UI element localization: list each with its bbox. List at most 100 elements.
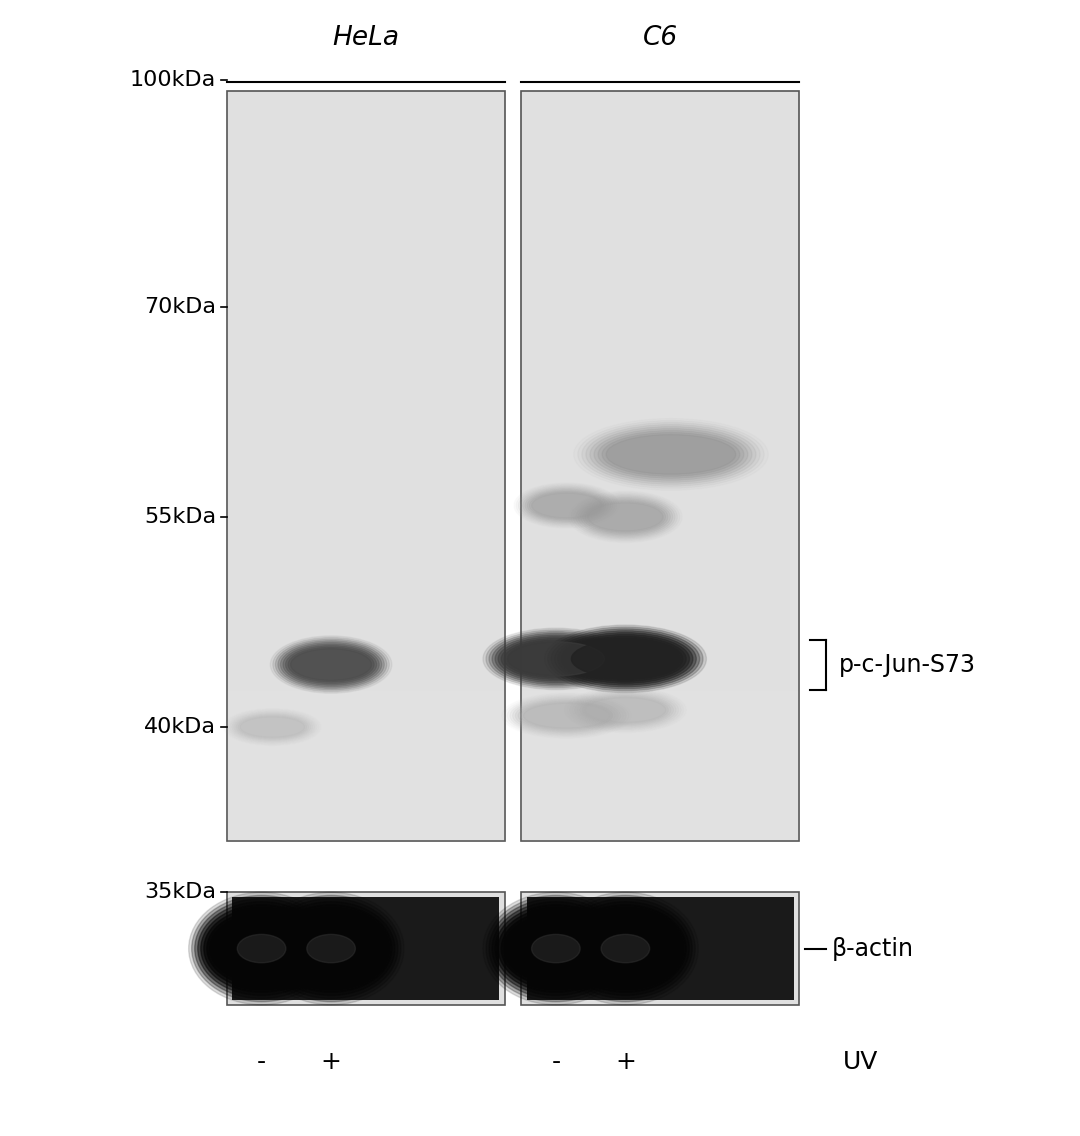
Text: UV: UV — [842, 1050, 878, 1075]
Ellipse shape — [207, 911, 316, 986]
Ellipse shape — [521, 702, 612, 729]
Bar — [227, 616, 504, 653]
Ellipse shape — [291, 649, 372, 680]
Bar — [227, 391, 504, 428]
Ellipse shape — [515, 700, 618, 732]
Ellipse shape — [204, 908, 320, 989]
Ellipse shape — [265, 899, 397, 999]
Ellipse shape — [486, 895, 625, 1002]
Ellipse shape — [192, 895, 332, 1002]
Ellipse shape — [529, 492, 604, 519]
Bar — [522, 466, 799, 503]
Bar — [227, 653, 504, 691]
Bar — [522, 353, 799, 391]
Ellipse shape — [495, 635, 617, 683]
Ellipse shape — [576, 495, 675, 538]
Ellipse shape — [498, 637, 613, 682]
Ellipse shape — [198, 902, 325, 995]
Bar — [522, 128, 799, 166]
Bar — [227, 728, 504, 766]
Ellipse shape — [577, 918, 674, 979]
Ellipse shape — [521, 486, 612, 525]
Text: -: - — [257, 1050, 266, 1075]
Ellipse shape — [551, 629, 700, 688]
Ellipse shape — [261, 895, 401, 1002]
Ellipse shape — [504, 641, 607, 677]
Text: 40kDa: 40kDa — [144, 717, 216, 737]
Ellipse shape — [525, 490, 608, 521]
Text: HeLa: HeLa — [333, 25, 400, 51]
Ellipse shape — [495, 904, 617, 993]
Bar — [522, 203, 799, 241]
Ellipse shape — [238, 934, 286, 963]
Bar — [522, 766, 799, 803]
Bar — [227, 91, 504, 128]
Bar — [522, 391, 799, 428]
Ellipse shape — [565, 904, 686, 993]
Ellipse shape — [270, 904, 392, 993]
Bar — [522, 616, 799, 653]
Text: +: + — [615, 1050, 636, 1075]
Ellipse shape — [492, 634, 620, 684]
Ellipse shape — [258, 893, 404, 1005]
Ellipse shape — [281, 642, 381, 687]
Ellipse shape — [570, 911, 680, 986]
Bar — [522, 91, 799, 841]
Bar — [522, 503, 799, 541]
Bar — [522, 428, 799, 466]
Text: C6: C6 — [643, 25, 678, 51]
Text: 35kDa: 35kDa — [144, 882, 216, 902]
Bar — [227, 466, 504, 503]
Text: -: - — [551, 1050, 561, 1075]
Ellipse shape — [307, 934, 355, 963]
Ellipse shape — [501, 638, 610, 679]
Bar — [527, 897, 794, 1000]
Bar — [227, 766, 504, 803]
Bar — [232, 897, 499, 1000]
Ellipse shape — [518, 701, 616, 730]
Bar — [227, 803, 504, 841]
Ellipse shape — [270, 636, 392, 693]
Bar — [227, 278, 504, 316]
Ellipse shape — [578, 420, 764, 488]
Ellipse shape — [524, 703, 610, 728]
Bar — [227, 428, 504, 466]
Ellipse shape — [194, 899, 328, 999]
Ellipse shape — [544, 625, 706, 693]
Ellipse shape — [606, 435, 735, 475]
Ellipse shape — [201, 904, 322, 993]
Bar — [227, 128, 504, 166]
Bar — [227, 691, 504, 728]
Ellipse shape — [570, 690, 681, 730]
Bar — [227, 892, 504, 1005]
Bar — [522, 578, 799, 616]
Ellipse shape — [602, 433, 740, 476]
Ellipse shape — [498, 908, 613, 989]
Ellipse shape — [590, 427, 752, 483]
Ellipse shape — [489, 632, 623, 686]
Ellipse shape — [213, 918, 310, 979]
Ellipse shape — [523, 488, 610, 523]
Ellipse shape — [580, 499, 671, 535]
Ellipse shape — [558, 633, 693, 685]
Ellipse shape — [594, 428, 747, 481]
Ellipse shape — [568, 638, 683, 679]
Bar — [227, 316, 504, 353]
Ellipse shape — [273, 637, 389, 692]
Bar — [522, 91, 799, 128]
Ellipse shape — [571, 493, 679, 541]
Ellipse shape — [510, 698, 623, 735]
Ellipse shape — [486, 629, 625, 688]
Ellipse shape — [235, 715, 309, 740]
Ellipse shape — [232, 712, 313, 742]
Bar — [522, 166, 799, 203]
Ellipse shape — [573, 494, 677, 540]
Ellipse shape — [508, 918, 605, 979]
Ellipse shape — [238, 716, 307, 738]
Text: β-actin: β-actin — [832, 936, 914, 961]
Ellipse shape — [575, 693, 676, 727]
Ellipse shape — [548, 627, 703, 691]
Ellipse shape — [518, 485, 615, 526]
Ellipse shape — [483, 628, 629, 690]
Text: 70kDa: 70kDa — [144, 296, 216, 317]
